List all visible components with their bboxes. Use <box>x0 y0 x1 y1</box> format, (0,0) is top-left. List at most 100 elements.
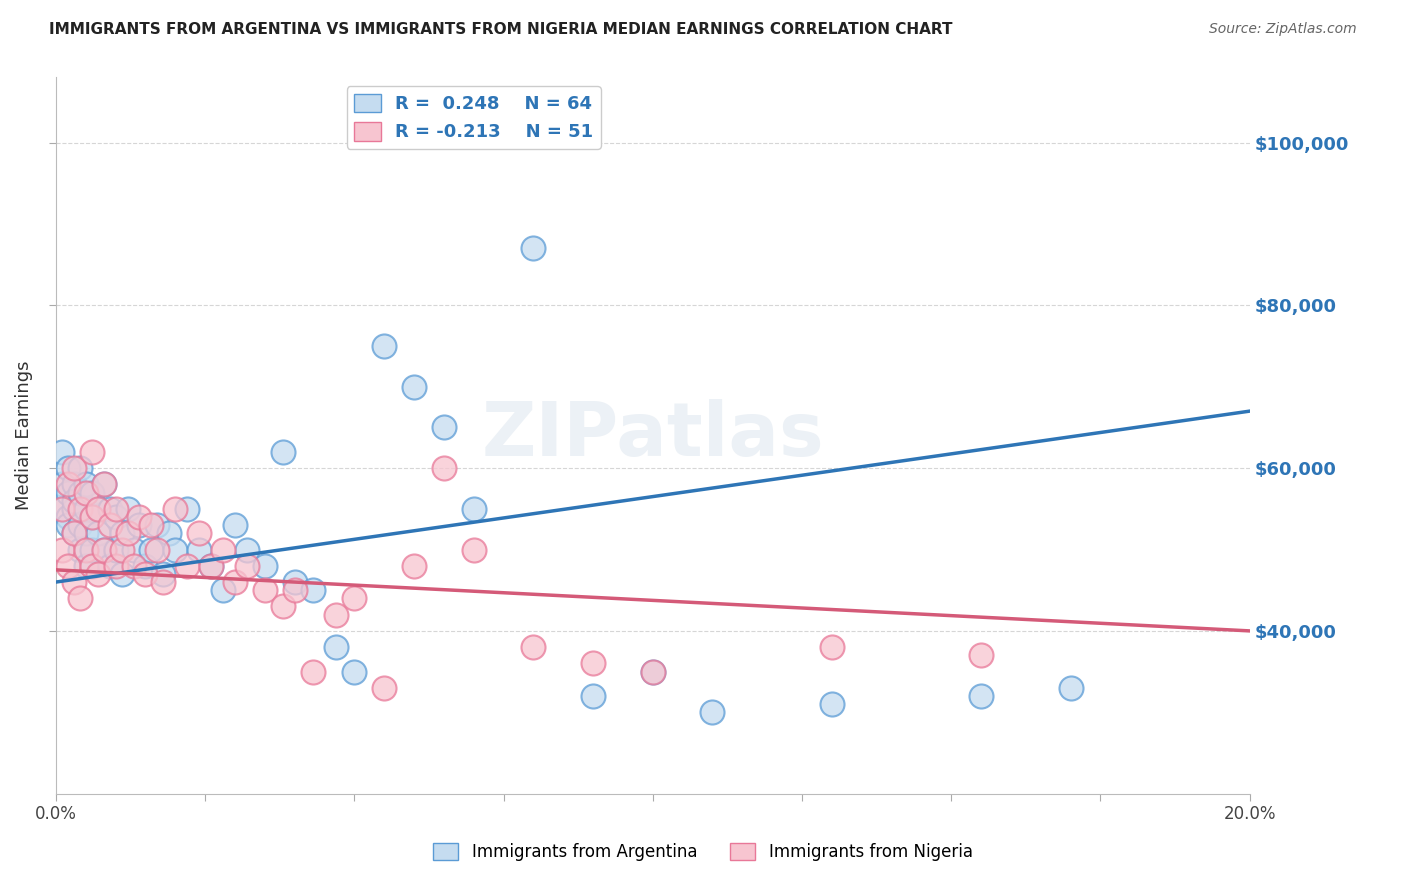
Point <box>63 493 86 508</box>
Point <box>641 665 664 679</box>
Point <box>56 510 79 524</box>
Point <box>141 542 163 557</box>
Point <box>56 485 79 500</box>
Point <box>236 542 259 557</box>
Point <box>80 445 103 459</box>
Point <box>80 485 103 500</box>
Point <box>284 575 307 590</box>
Text: ZIPatlas: ZIPatlas <box>481 399 824 472</box>
Point <box>51 542 73 557</box>
Point <box>122 542 145 557</box>
Point <box>86 566 108 581</box>
Legend: Immigrants from Argentina, Immigrants from Nigeria: Immigrants from Argentina, Immigrants fr… <box>426 836 980 868</box>
Point <box>970 689 993 703</box>
Point <box>56 461 79 475</box>
Point <box>93 477 115 491</box>
Point <box>80 542 103 557</box>
Point <box>98 558 121 573</box>
Point <box>463 542 485 557</box>
Point <box>110 566 132 581</box>
Point <box>104 501 127 516</box>
Point <box>51 501 73 516</box>
Point <box>75 477 97 491</box>
Text: IMMIGRANTS FROM ARGENTINA VS IMMIGRANTS FROM NIGERIA MEDIAN EARNINGS CORRELATION: IMMIGRANTS FROM ARGENTINA VS IMMIGRANTS … <box>49 22 953 37</box>
Point <box>433 461 456 475</box>
Point <box>69 542 91 557</box>
Point <box>75 558 97 573</box>
Point <box>69 518 91 533</box>
Point <box>63 501 86 516</box>
Point <box>343 665 366 679</box>
Point <box>165 501 187 516</box>
Point <box>165 542 187 557</box>
Point <box>224 575 246 590</box>
Point <box>325 640 347 655</box>
Point <box>271 445 294 459</box>
Point <box>117 526 139 541</box>
Point <box>134 566 156 581</box>
Point <box>212 583 235 598</box>
Point <box>284 583 307 598</box>
Legend: R =  0.248    N = 64, R = -0.213    N = 51: R = 0.248 N = 64, R = -0.213 N = 51 <box>347 87 600 149</box>
Point <box>98 518 121 533</box>
Point <box>522 241 544 255</box>
Point <box>176 558 198 573</box>
Point <box>98 501 121 516</box>
Point <box>93 542 115 557</box>
Point <box>69 591 91 606</box>
Point <box>970 648 993 663</box>
Point <box>402 558 425 573</box>
Point <box>582 657 605 671</box>
Point <box>702 706 724 720</box>
Point <box>343 591 366 606</box>
Point <box>522 640 544 655</box>
Point <box>69 485 91 500</box>
Point <box>301 665 323 679</box>
Point <box>402 380 425 394</box>
Point <box>56 518 79 533</box>
Point <box>56 477 79 491</box>
Point <box>821 697 844 711</box>
Point <box>63 461 86 475</box>
Y-axis label: Median Earnings: Median Earnings <box>15 360 32 510</box>
Point <box>51 477 73 491</box>
Point <box>212 542 235 557</box>
Point <box>1059 681 1081 695</box>
Point <box>56 558 79 573</box>
Point <box>146 518 169 533</box>
Point <box>80 510 103 524</box>
Point <box>128 518 150 533</box>
Point <box>253 583 276 598</box>
Point <box>325 607 347 622</box>
Point <box>104 510 127 524</box>
Point <box>188 542 211 557</box>
Point <box>104 542 127 557</box>
Point <box>86 501 108 516</box>
Point <box>821 640 844 655</box>
Point <box>152 566 174 581</box>
Point <box>80 558 103 573</box>
Point <box>301 583 323 598</box>
Point <box>63 575 86 590</box>
Point <box>63 526 86 541</box>
Point <box>152 575 174 590</box>
Point <box>146 542 169 557</box>
Text: Source: ZipAtlas.com: Source: ZipAtlas.com <box>1209 22 1357 37</box>
Point <box>110 526 132 541</box>
Point <box>463 501 485 516</box>
Point <box>122 558 145 573</box>
Point <box>75 542 97 557</box>
Point <box>69 501 91 516</box>
Point <box>582 689 605 703</box>
Point <box>93 542 115 557</box>
Point <box>117 501 139 516</box>
Point <box>75 526 97 541</box>
Point <box>80 510 103 524</box>
Point <box>104 558 127 573</box>
Point <box>51 501 73 516</box>
Point <box>200 558 222 573</box>
Point <box>433 420 456 434</box>
Point <box>373 681 395 695</box>
Point <box>271 599 294 614</box>
Point <box>110 542 132 557</box>
